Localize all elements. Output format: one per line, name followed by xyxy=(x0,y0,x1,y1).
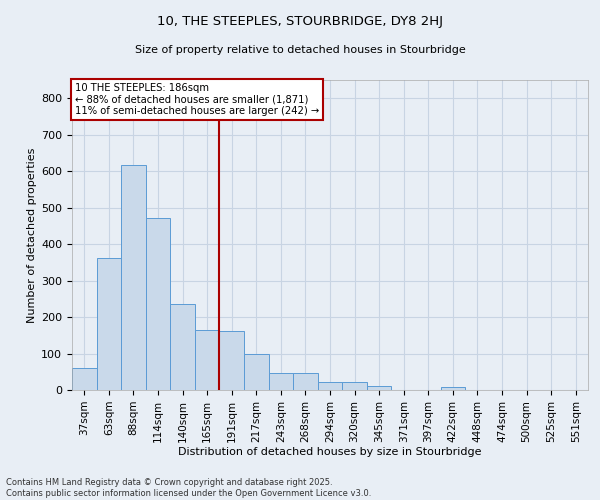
Y-axis label: Number of detached properties: Number of detached properties xyxy=(27,148,37,322)
Text: 10 THE STEEPLES: 186sqm
← 88% of detached houses are smaller (1,871)
11% of semi: 10 THE STEEPLES: 186sqm ← 88% of detache… xyxy=(74,83,319,116)
Bar xyxy=(121,165,146,390)
Bar xyxy=(342,382,367,390)
Bar xyxy=(220,330,244,390)
X-axis label: Distribution of detached houses by size in Stourbridge: Distribution of detached houses by size … xyxy=(178,448,482,458)
Bar xyxy=(318,382,342,390)
Bar xyxy=(367,386,391,390)
Bar xyxy=(146,218,170,390)
Text: Size of property relative to detached houses in Stourbridge: Size of property relative to detached ho… xyxy=(134,45,466,55)
Bar xyxy=(195,330,220,390)
Bar xyxy=(97,258,121,390)
Text: Contains HM Land Registry data © Crown copyright and database right 2025.
Contai: Contains HM Land Registry data © Crown c… xyxy=(6,478,371,498)
Bar xyxy=(440,388,465,390)
Bar xyxy=(293,373,318,390)
Bar xyxy=(244,354,269,390)
Bar xyxy=(269,373,293,390)
Bar xyxy=(170,304,195,390)
Text: 10, THE STEEPLES, STOURBRIDGE, DY8 2HJ: 10, THE STEEPLES, STOURBRIDGE, DY8 2HJ xyxy=(157,15,443,28)
Bar xyxy=(72,368,97,390)
